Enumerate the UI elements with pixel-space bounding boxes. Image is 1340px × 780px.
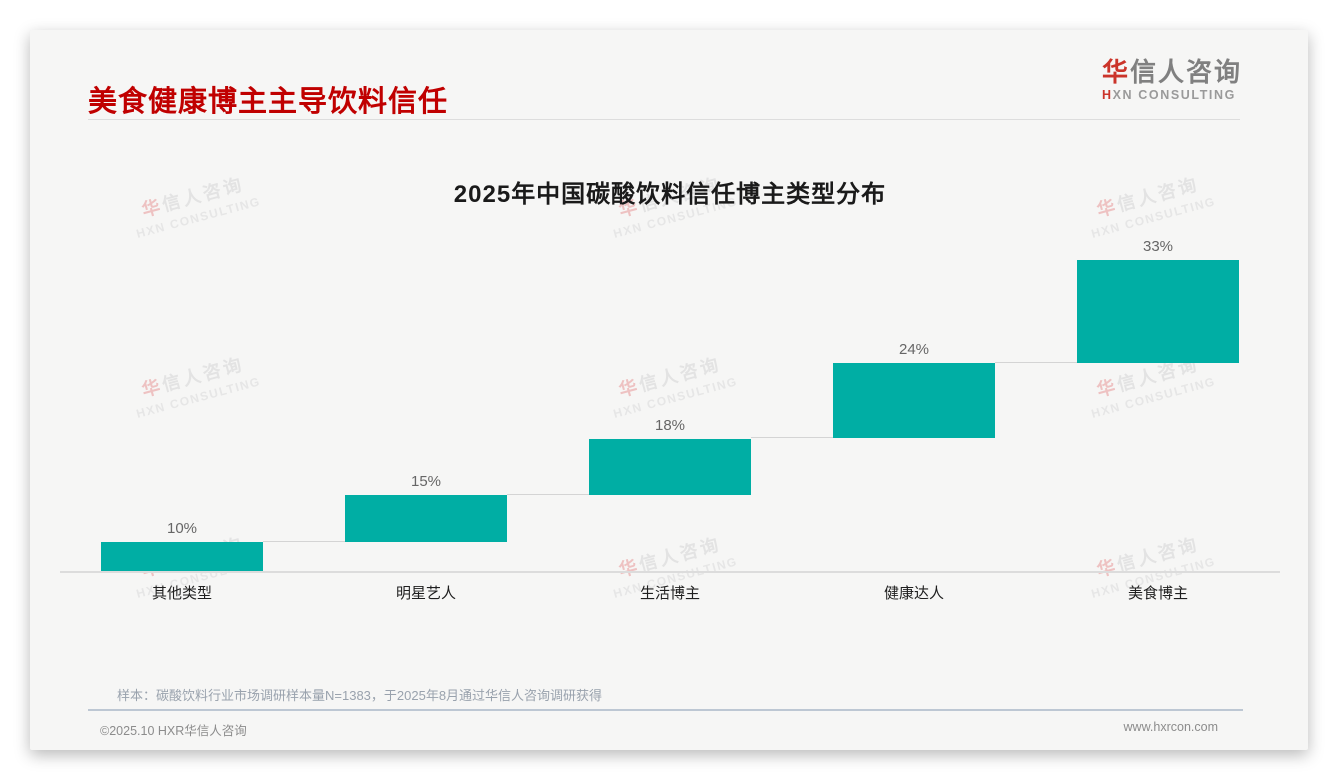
sample-footnote: 样本：碳酸饮料行业市场调研样本量N=1383，于2025年8月通过华信人咨询调研…	[117, 688, 603, 703]
bar-生活博主	[589, 439, 751, 495]
copyright-text: ©2025.10 HXR华信人咨询	[100, 724, 247, 738]
data-label: 10%	[166, 520, 198, 537]
category-label: 生活博主	[639, 585, 700, 602]
footer-divider	[88, 709, 1243, 711]
plot-area: 10% 15% 18% 24% 33%	[60, 238, 1280, 573]
step-connector	[263, 541, 345, 542]
x-axis-line	[60, 571, 1280, 573]
data-label: 24%	[898, 341, 930, 358]
category-label: 其他类型	[151, 585, 212, 602]
category-axis: 其他类型 明星艺人 生活博主 健康达人 美食博主	[60, 582, 1280, 604]
footer-bar: ©2025.10 HXR华信人咨询 www.hxrcon.com	[100, 720, 1218, 739]
bar-其他类型	[101, 542, 263, 573]
slide-card: 美食健康博主主导饮料信任 华信人咨询 HXN CONSULTING 华信人咨询 H…	[30, 30, 1308, 750]
step-connector	[995, 362, 1077, 363]
data-label: 33%	[1142, 238, 1174, 255]
step-connector	[507, 494, 589, 495]
category-label: 明星艺人	[395, 585, 456, 602]
step-connector	[751, 437, 833, 438]
website-url: www.hxrcon.com	[1123, 720, 1218, 734]
bar-明星艺人	[345, 495, 507, 542]
logo-english-text: HXN CONSULTING	[1101, 87, 1236, 102]
bar-健康达人	[833, 363, 995, 438]
category-label: 美食博主	[1127, 585, 1188, 602]
company-logo: 华信人咨询 HXN CONSULTING	[1102, 58, 1242, 102]
logo-chinese-text: 华信人咨询	[1101, 57, 1242, 87]
bar-美食博主	[1077, 260, 1239, 363]
title-underline	[88, 119, 1240, 120]
data-label: 18%	[654, 417, 686, 434]
page-title: 美食健康博主主导饮料信任	[88, 86, 449, 118]
data-label: 15%	[410, 473, 442, 490]
chart-title: 2025年中国碳酸饮料信任博主类型分布	[453, 181, 887, 208]
category-label: 健康达人	[883, 585, 944, 602]
